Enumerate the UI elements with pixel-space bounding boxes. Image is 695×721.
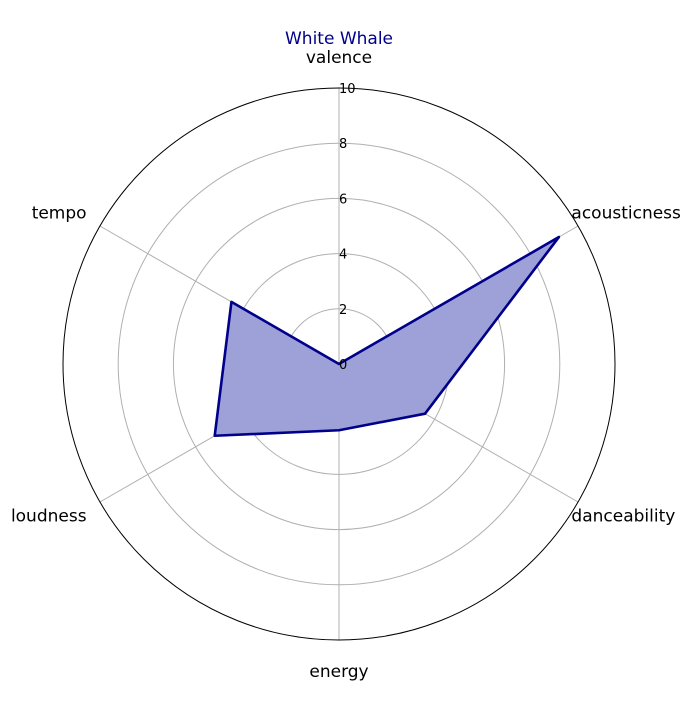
axis-label-loudness: loudness xyxy=(11,507,87,527)
tick-label-10: 10 xyxy=(339,82,356,97)
tick-label-0: 0 xyxy=(339,358,347,373)
axis-label-valence: valence xyxy=(306,48,372,68)
tick-label-8: 8 xyxy=(339,137,347,152)
axis-label-tempo: tempo xyxy=(32,204,87,224)
tick-label-4: 4 xyxy=(339,248,347,263)
tick-label-2: 2 xyxy=(339,303,347,318)
axis-label-danceability: danceability xyxy=(571,507,675,527)
tick-label-6: 6 xyxy=(339,192,347,207)
radar-series-layer xyxy=(213,235,561,438)
axis-label-acousticness: acousticness xyxy=(571,204,681,224)
radar-axis-labels: valence acousticness danceability energy lou… xyxy=(11,48,681,682)
radar-tick-labels: 0 2 4 6 8 10 xyxy=(339,82,356,373)
chart-title: White Whale xyxy=(285,29,393,49)
axis-label-energy: energy xyxy=(309,662,368,682)
outer-circle xyxy=(62,87,616,641)
